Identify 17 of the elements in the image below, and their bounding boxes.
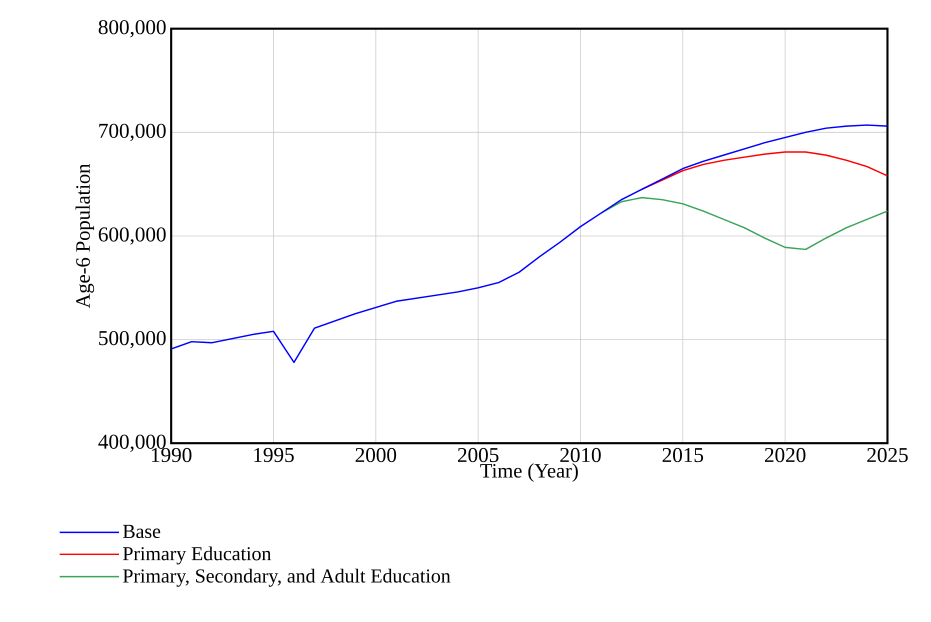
y-tick-label: 800,000: [98, 20, 166, 38]
legend-label: Primary Education: [123, 546, 272, 564]
y-axis-title: Age-6 Population: [76, 164, 94, 308]
x-tick-label: 2000: [356, 448, 396, 462]
x-tick-label: 2010: [560, 448, 601, 462]
line-series: [600, 196, 888, 250]
x-tick-label: 2020: [764, 448, 806, 462]
y-tick-label: 600,000: [98, 227, 166, 244]
x-axis-title: Time (Year): [480, 463, 578, 482]
legend-label: Primary, Secondary, and Adult Education: [123, 568, 450, 587]
x-tick-label: 2025: [867, 448, 908, 462]
y-tick-label: 500,000: [99, 330, 166, 348]
legend-label: Base: [123, 524, 160, 538]
x-tick-label: 2005: [458, 448, 498, 462]
x-tick-label: 1995: [254, 448, 294, 462]
y-tick-label: 700,000: [99, 124, 166, 141]
x-tick-label: 2015: [662, 448, 704, 462]
